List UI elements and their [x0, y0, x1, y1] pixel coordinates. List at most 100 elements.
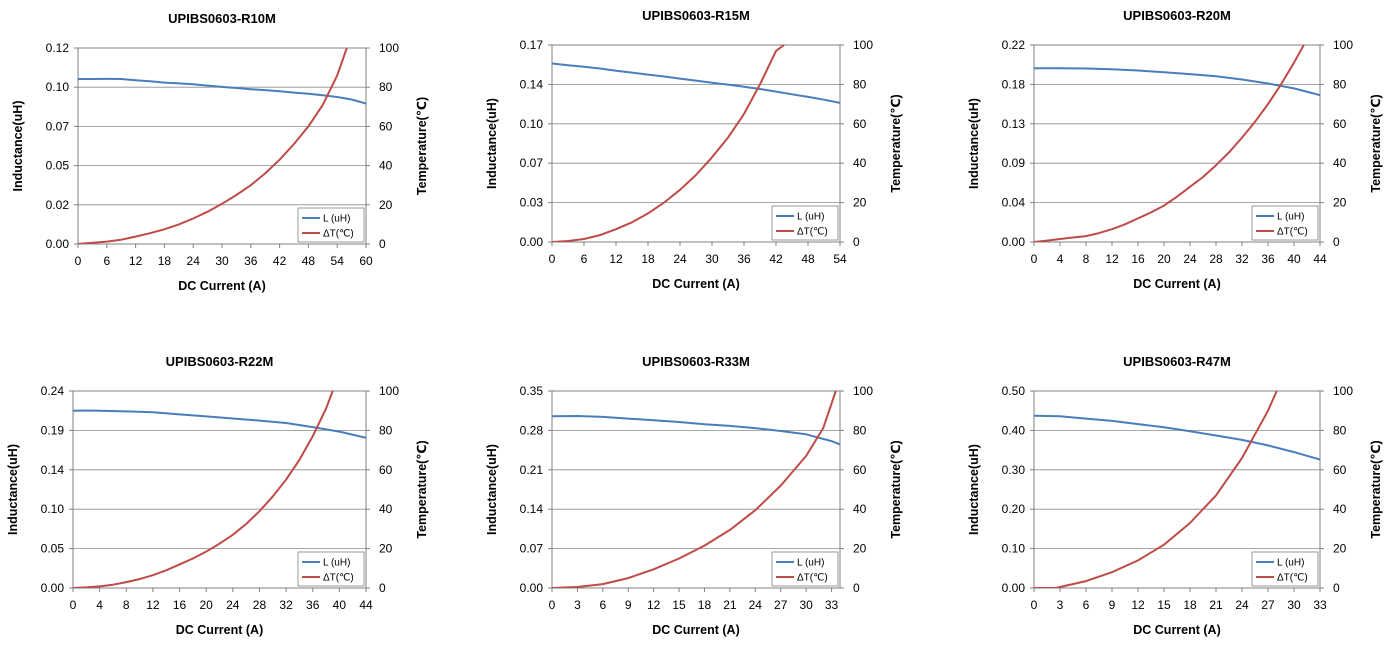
y-tick-label: 0.04 — [1002, 196, 1026, 210]
y-tick-label: 0.00 — [1002, 235, 1026, 249]
y2-tick-label: 80 — [1333, 77, 1347, 91]
x-tick-label: 3 — [1057, 598, 1064, 612]
y-tick-label: 0.35 — [520, 384, 544, 398]
y2-tick-label: 80 — [1333, 423, 1347, 437]
y2-tick-label: 100 — [853, 38, 873, 52]
y-axis-label: Inductance(uH) — [485, 98, 499, 189]
x-tick-label: 36 — [244, 254, 258, 268]
legend-box — [771, 205, 839, 241]
chart-title: UPIBS0603-R10M — [168, 11, 276, 26]
series-line-inductance — [552, 62, 840, 104]
chart-title: UPIBS0603-R15M — [642, 8, 750, 23]
legend-box — [297, 207, 365, 243]
x-tick-label: 32 — [1235, 252, 1249, 266]
x-tick-label: 36 — [306, 598, 320, 612]
x-tick-label: 12 — [1105, 252, 1119, 266]
legend-box — [1251, 205, 1319, 241]
x-tick-label: 15 — [1157, 598, 1171, 612]
x-tick-label: 20 — [1157, 252, 1171, 266]
y2-tick-label: 0 — [853, 581, 860, 595]
x-axis-label: DC Current (A) — [1133, 277, 1221, 291]
x-tick-label: 15 — [672, 598, 686, 612]
y-tick-label: 0.10 — [46, 80, 70, 94]
x-tick-label: 60 — [359, 254, 373, 268]
y-tick-label: 0.07 — [520, 542, 544, 556]
y-tick-label: 0.00 — [1002, 581, 1026, 595]
chart-2: UPIBS0603-R15M 0.00 0.03 0.07 0.10 0.14 0.17 0 2… — [485, 8, 903, 291]
x-tick-label: 48 — [801, 252, 815, 266]
y-axis-label: Inductance(uH) — [6, 444, 20, 535]
y-tick-label: 0.14 — [41, 463, 65, 477]
y-tick-label: 0.19 — [41, 423, 65, 437]
x-tick-label: 0 — [75, 254, 82, 268]
y2-tick-label: 40 — [379, 502, 393, 516]
x-tick-label: 54 — [331, 254, 345, 268]
y-tick-label: 0.40 — [1002, 423, 1026, 437]
x-tick-label: 42 — [769, 252, 783, 266]
y-tick-label: 0.12 — [46, 41, 70, 55]
y-tick-label: 0.28 — [520, 423, 544, 437]
x-tick-label: 9 — [625, 598, 632, 612]
x-axis-label: DC Current (A) — [178, 279, 266, 293]
y2-tick-label: 80 — [379, 423, 393, 437]
series-line-temperature — [1034, 390, 1278, 588]
x-tick-label: 30 — [799, 598, 813, 612]
x-tick-label: 54 — [833, 252, 847, 266]
y-tick-label: 0.10 — [520, 117, 544, 131]
y-tick-label: 0.14 — [520, 502, 544, 516]
x-tick-label: 40 — [1287, 252, 1301, 266]
x-tick-label: 18 — [698, 598, 712, 612]
y-tick-label: 0.00 — [46, 237, 70, 251]
x-tick-label: 44 — [359, 598, 373, 612]
y2-tick-label: 0 — [853, 235, 860, 249]
y2-tick-label: 60 — [853, 117, 867, 131]
plot-area — [551, 44, 841, 243]
chart-1: UPIBS0603-R10M 0.00 0.02 0.05 0.07 0.10 0.12 0 2… — [11, 11, 429, 293]
y-axis-label: Inductance(uH) — [967, 98, 981, 189]
legend-label: L (uH) — [323, 214, 350, 225]
x-axis-label: DC Current (A) — [1133, 623, 1221, 637]
y-tick-label: 0.24 — [41, 384, 65, 398]
x-tick-label: 48 — [302, 254, 316, 268]
x-tick-label: 9 — [1109, 598, 1116, 612]
legend: L (uH) ΔT(℃) — [297, 551, 365, 587]
y2-tick-label: 20 — [379, 198, 393, 212]
y-tick-label: 0.05 — [41, 542, 65, 556]
y2-tick-label: 80 — [853, 77, 867, 91]
y-tick-label: 0.10 — [41, 502, 65, 516]
y2-tick-label: 80 — [379, 80, 393, 94]
legend: L (uH) ΔT(℃) — [771, 205, 839, 241]
y2-tick-label: 40 — [1333, 502, 1347, 516]
x-tick-label: 4 — [96, 598, 103, 612]
chart-title: UPIBS0603-R22M — [166, 354, 274, 369]
x-tick-label: 24 — [673, 252, 687, 266]
x-tick-label: 24 — [187, 254, 201, 268]
legend-label: L (uH) — [1277, 212, 1304, 223]
x-tick-label: 6 — [599, 598, 606, 612]
x-tick-label: 0 — [549, 252, 556, 266]
y-tick-label: 0.10 — [1002, 542, 1026, 556]
y-tick-label: 0.07 — [520, 156, 544, 170]
y-tick-label: 0.18 — [1002, 77, 1026, 91]
x-tick-label: 8 — [1083, 252, 1090, 266]
x-tick-label: 32 — [279, 598, 293, 612]
y-tick-label: 0.03 — [520, 196, 544, 210]
series-line-temperature — [73, 390, 334, 588]
x-tick-label: 24 — [749, 598, 763, 612]
x-tick-label: 20 — [200, 598, 214, 612]
x-tick-label: 8 — [123, 598, 130, 612]
x-tick-label: 33 — [1313, 598, 1327, 612]
y-tick-label: 0.20 — [1002, 502, 1026, 516]
x-tick-label: 44 — [1313, 252, 1327, 266]
y2-axis-label: Temperature(℃) — [1369, 94, 1383, 192]
x-tick-label: 28 — [1209, 252, 1223, 266]
legend-label: L (uH) — [797, 212, 824, 223]
chart-3: UPIBS0603-R20M 0.00 0.04 0.09 0.13 0.18 0.22 0 2… — [967, 8, 1383, 291]
legend-label: L (uH) — [323, 558, 350, 569]
legend-label: L (uH) — [1277, 558, 1304, 569]
x-tick-label: 33 — [825, 598, 839, 612]
legend-box — [771, 551, 839, 587]
y-axis-label: Inductance(uH) — [11, 101, 25, 192]
x-tick-label: 6 — [581, 252, 588, 266]
